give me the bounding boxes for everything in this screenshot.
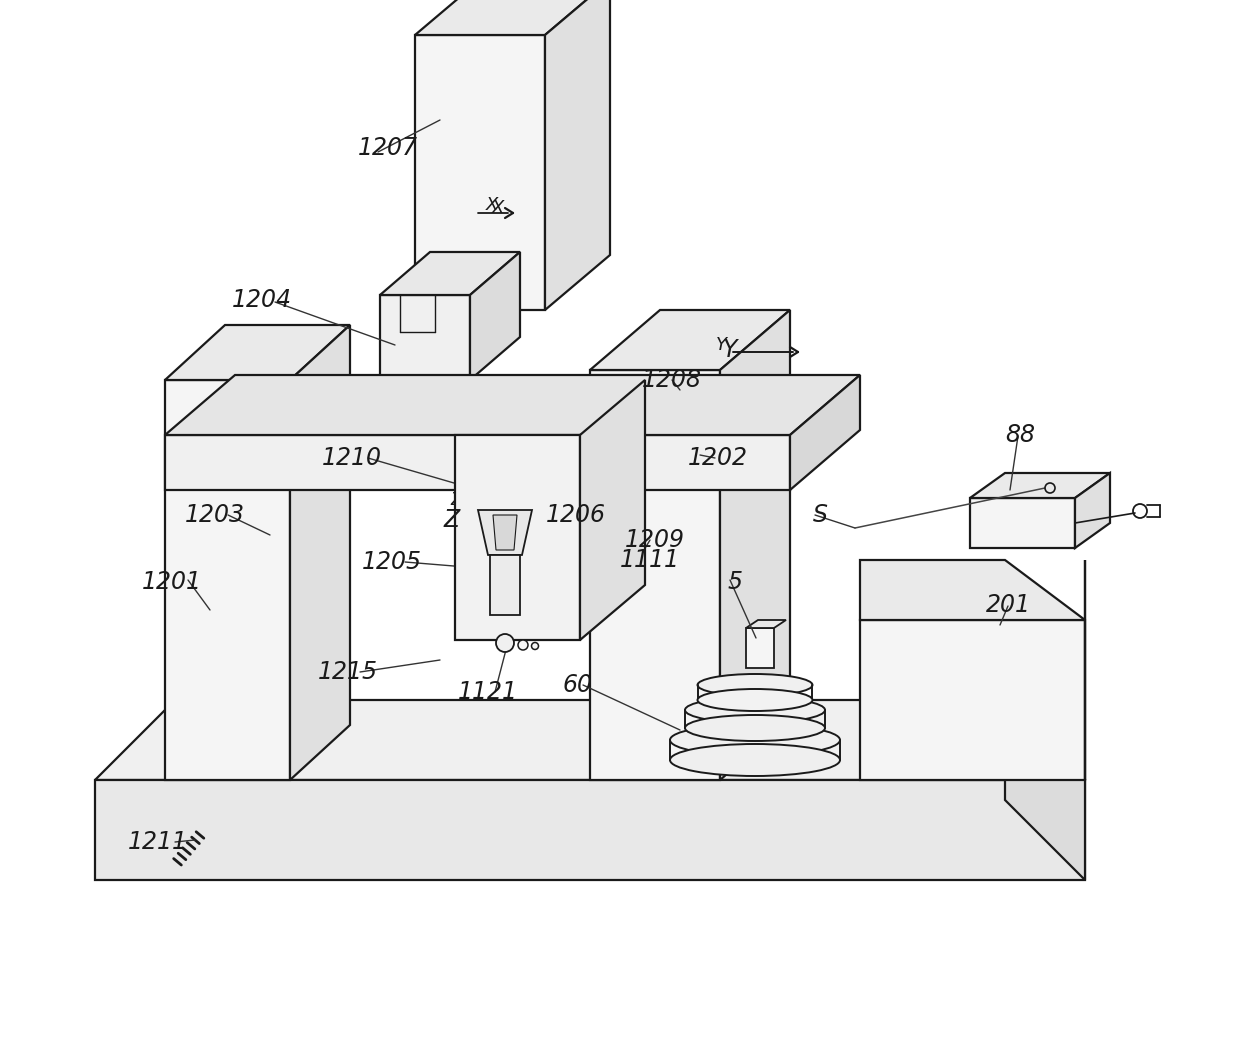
Circle shape xyxy=(532,642,538,649)
Text: X: X xyxy=(486,196,498,214)
Polygon shape xyxy=(546,0,610,310)
Polygon shape xyxy=(494,514,517,550)
Polygon shape xyxy=(415,35,546,310)
Polygon shape xyxy=(477,510,532,555)
Polygon shape xyxy=(470,252,520,379)
Ellipse shape xyxy=(670,744,839,776)
Polygon shape xyxy=(165,379,290,780)
Text: 1210: 1210 xyxy=(322,446,382,470)
Polygon shape xyxy=(290,325,350,780)
Polygon shape xyxy=(379,296,470,379)
Ellipse shape xyxy=(684,715,825,741)
Polygon shape xyxy=(165,325,350,379)
Ellipse shape xyxy=(684,697,825,723)
Text: 5: 5 xyxy=(728,570,743,594)
Text: 1209: 1209 xyxy=(625,528,684,552)
Text: Y: Y xyxy=(723,338,738,362)
Text: 88: 88 xyxy=(1004,423,1035,448)
Text: X: X xyxy=(492,199,505,217)
Text: 1211: 1211 xyxy=(128,830,188,854)
Text: 1206: 1206 xyxy=(546,503,606,527)
Polygon shape xyxy=(861,620,1085,780)
Text: 1203: 1203 xyxy=(185,503,246,527)
Polygon shape xyxy=(790,375,861,490)
Polygon shape xyxy=(861,560,1085,620)
Text: 60: 60 xyxy=(563,673,593,697)
Polygon shape xyxy=(746,620,786,628)
Polygon shape xyxy=(746,628,774,668)
Polygon shape xyxy=(490,555,520,615)
Ellipse shape xyxy=(670,724,839,756)
Polygon shape xyxy=(580,379,645,640)
Polygon shape xyxy=(95,780,1085,880)
Polygon shape xyxy=(1004,701,1085,880)
Text: Z: Z xyxy=(444,508,460,532)
Text: 1205: 1205 xyxy=(362,550,422,574)
Text: 1215: 1215 xyxy=(317,660,378,684)
Text: 201: 201 xyxy=(986,593,1030,617)
Text: 1202: 1202 xyxy=(688,446,748,470)
Polygon shape xyxy=(970,473,1110,497)
Polygon shape xyxy=(165,375,861,435)
Polygon shape xyxy=(590,310,790,370)
Polygon shape xyxy=(590,370,720,780)
Polygon shape xyxy=(970,497,1075,549)
Polygon shape xyxy=(165,435,790,490)
Ellipse shape xyxy=(698,674,812,696)
Text: 1201: 1201 xyxy=(143,570,202,594)
Text: 1207: 1207 xyxy=(358,136,418,161)
Polygon shape xyxy=(379,252,520,296)
Text: S: S xyxy=(812,503,827,527)
Ellipse shape xyxy=(698,689,812,711)
Polygon shape xyxy=(415,0,610,35)
Text: Y: Y xyxy=(715,336,727,354)
Text: 1111: 1111 xyxy=(620,549,680,572)
Circle shape xyxy=(518,640,528,649)
Polygon shape xyxy=(95,701,1085,780)
Polygon shape xyxy=(1075,473,1110,549)
Text: Z: Z xyxy=(450,491,461,509)
Text: 1204: 1204 xyxy=(232,288,291,313)
Polygon shape xyxy=(720,310,790,780)
Text: 1121: 1121 xyxy=(458,680,518,704)
Text: 1208: 1208 xyxy=(642,368,702,392)
Circle shape xyxy=(496,634,515,652)
Polygon shape xyxy=(455,435,580,640)
